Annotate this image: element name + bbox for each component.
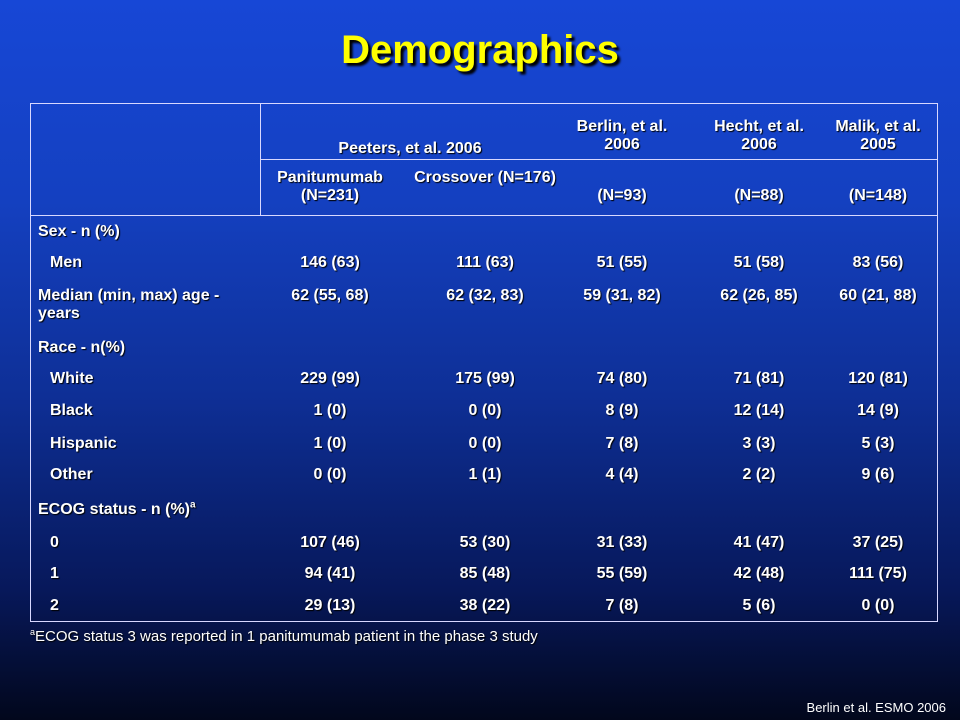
row-label: 0 [50,534,250,552]
table-cell: 0 (0) [468,435,502,452]
table-cell: 53 (30) [459,534,511,551]
table-cell: 31 (33) [596,534,648,551]
row-label: White [50,370,250,388]
table-cell: 38 (22) [459,597,511,614]
row-label-text: Hispanic [50,435,117,452]
column-header-hecht: Hecht, et al. 2006 [714,118,804,153]
table-cell: 37 (25) [852,534,904,551]
row-label: Black [50,402,250,420]
table-cell: 59 (31, 82) [583,287,661,304]
table-cell: 0 (0) [861,597,895,614]
table-cell: 7 (8) [605,597,639,614]
table-cell: 41 (47) [733,534,785,551]
table-cell: 12 (14) [733,402,785,419]
table-cell: 83 (56) [852,254,904,271]
citation-credit: Berlin et al. ESMO 2006 [806,700,946,715]
row-label-text: Other [50,466,93,483]
row-label: Hispanic [50,435,250,453]
column-subheader: Panitumumab (N=231) [277,169,383,204]
column-header-peeters: Peeters, et al. 2006 [338,140,482,157]
table-cell: 111 (75) [849,565,907,582]
row-label-text: Black [50,402,93,419]
table-cell: 29 (13) [304,597,356,614]
table-cell: 42 (48) [733,565,785,582]
table-cell: 85 (48) [459,565,511,582]
column-header-malik: Malik, et al. 2005 [835,118,921,153]
table-cell: 111 (63) [456,254,514,271]
row-label-text: ECOG status - n (%) [38,501,191,518]
row-label-text: 1 [50,565,59,582]
table-cell: 175 (99) [455,370,515,387]
row-label: Other [50,466,250,484]
table-cell: 62 (26, 85) [720,287,798,304]
column-subheader: (N=88) [734,187,784,204]
table-cell: 5 (6) [742,597,776,614]
column-subheader: (N=93) [597,187,647,204]
table-cell: 14 (9) [857,402,899,419]
footnote: aECOG status 3 was reported in 1 panitum… [30,628,538,646]
table-cell: 0 (0) [468,402,502,419]
row-label-text: White [50,370,94,387]
row-label: Sex - n (%) [38,223,248,241]
table-cell: 2 (2) [742,466,776,483]
table-cell: 60 (21, 88) [839,287,917,304]
row-label: ECOG status - n (%)a [38,499,248,519]
row-label: 1 [50,565,250,583]
table-cell: 8 (9) [605,402,639,419]
column-subheader: (N=148) [848,187,908,204]
demographics-table [30,103,938,622]
table-cell: 229 (99) [300,370,360,387]
table-cell: 1 (1) [468,466,502,483]
table-cell: 3 (3) [742,435,776,452]
table-cell: 9 (6) [861,466,895,483]
footnote-text: ECOG status 3 was reported in 1 panitumu… [35,628,538,645]
table-cell: 0 (0) [313,466,347,483]
row-label: 2 [50,597,250,615]
table-cell: 71 (81) [733,370,785,387]
table-cell: 146 (63) [300,254,360,271]
table-cell: 94 (41) [304,565,356,582]
table-divider [260,159,937,160]
row-label-text: Men [50,254,82,271]
column-subheader: Crossover (N=176) [414,169,556,186]
table-cell: 5 (3) [861,435,895,452]
table-cell: 55 (59) [596,565,648,582]
table-divider [31,215,937,216]
row-label-text: 2 [50,597,59,614]
table-cell: 1 (0) [313,435,347,452]
row-label-text: Median (min, max) age - years [38,287,220,322]
table-cell: 62 (55, 68) [291,287,369,304]
footnote-marker: a [190,499,196,511]
column-header-berlin: Berlin, et al. 2006 [576,118,668,153]
footnote-marker: a [30,627,36,637]
row-label: Men [50,254,250,272]
row-label: Median (min, max) age - years [38,287,248,323]
table-cell: 51 (55) [596,254,648,271]
table-cell: 120 (81) [848,370,908,387]
table-cell: 7 (8) [605,435,639,452]
row-label-text: Race - n(%) [38,339,126,356]
table-cell: 74 (80) [596,370,648,387]
table-cell: 62 (32, 83) [446,287,524,304]
table-cell: 107 (46) [300,534,360,551]
table-cell: 51 (58) [733,254,785,271]
table-cell: 4 (4) [605,466,639,483]
table-cell: 1 (0) [313,402,347,419]
row-label: Race - n(%) [38,339,248,357]
row-label-text: 0 [50,534,59,551]
page-title: Demographics [341,28,619,72]
row-label-text: Sex - n (%) [38,223,120,240]
